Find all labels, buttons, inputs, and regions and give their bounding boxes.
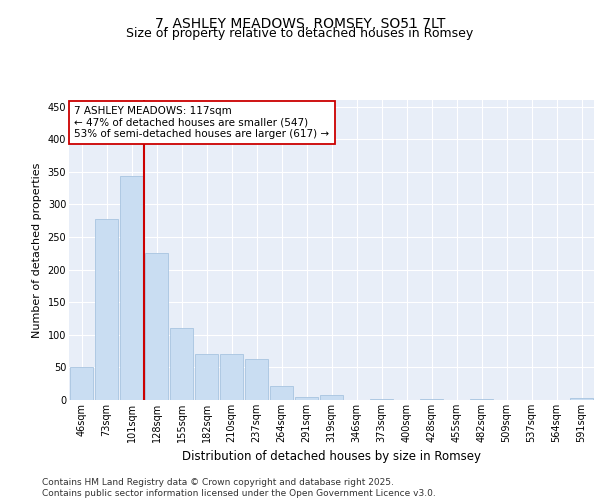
Bar bbox=[95, 220, 118, 400]
Text: Size of property relative to detached houses in Romsey: Size of property relative to detached ho… bbox=[127, 28, 473, 40]
Bar bbox=[570, 398, 593, 400]
Bar bbox=[120, 176, 143, 400]
Bar bbox=[170, 328, 193, 400]
Bar bbox=[270, 386, 293, 400]
Text: 7, ASHLEY MEADOWS, ROMSEY, SO51 7LT: 7, ASHLEY MEADOWS, ROMSEY, SO51 7LT bbox=[155, 18, 445, 32]
Bar bbox=[70, 368, 93, 400]
Bar bbox=[320, 396, 343, 400]
Bar bbox=[195, 354, 218, 400]
Bar bbox=[145, 252, 168, 400]
Text: 7 ASHLEY MEADOWS: 117sqm
← 47% of detached houses are smaller (547)
53% of semi-: 7 ASHLEY MEADOWS: 117sqm ← 47% of detach… bbox=[74, 106, 329, 139]
Bar bbox=[420, 398, 443, 400]
Y-axis label: Number of detached properties: Number of detached properties bbox=[32, 162, 42, 338]
Bar bbox=[220, 354, 243, 400]
Text: Contains HM Land Registry data © Crown copyright and database right 2025.
Contai: Contains HM Land Registry data © Crown c… bbox=[42, 478, 436, 498]
X-axis label: Distribution of detached houses by size in Romsey: Distribution of detached houses by size … bbox=[182, 450, 481, 464]
Bar bbox=[245, 359, 268, 400]
Bar bbox=[295, 396, 318, 400]
